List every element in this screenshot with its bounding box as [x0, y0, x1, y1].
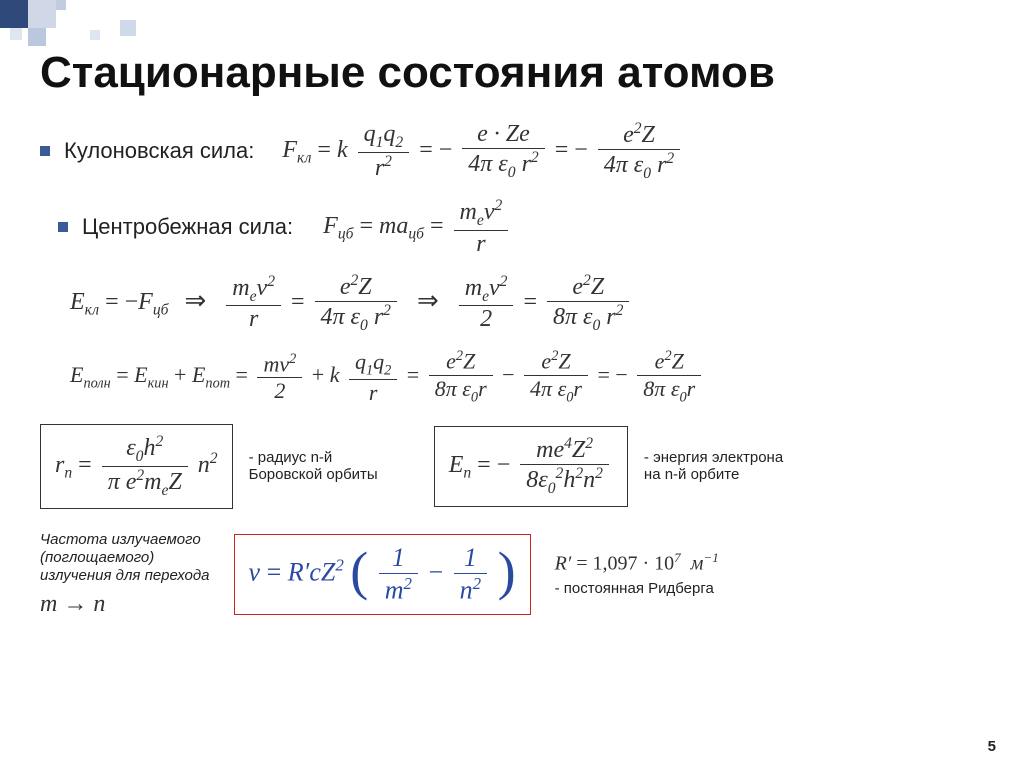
energy-note: - энергия электрона на n-й орбите	[644, 449, 783, 483]
bullet-icon	[40, 146, 50, 156]
bullet-icon	[58, 222, 68, 232]
energy-note-2: на n-й орбите	[644, 466, 739, 483]
energy-formula: En = − me4Z28ε02h2n2	[434, 426, 628, 507]
derivation-2: Eполн = Eкин + Eпот = mv22 + k q1q2r = e…	[70, 348, 984, 406]
frequency-note: Частота излучаемого (поглощаемого) излуч…	[40, 531, 210, 618]
derivation-1-formula: Eкл = −Fцб ⇒ mev2r = e2Z4π ε0 r2 ⇒ mev22…	[70, 272, 633, 335]
freq-note-3: излучения для перехода	[40, 567, 210, 584]
transition-formula: m → n	[40, 591, 105, 618]
rydberg-formula: v = R′cZ2 ( 1m2 − 1n2 )	[234, 534, 531, 615]
bottom-row: Частота излучаемого (поглощаемого) излуч…	[40, 531, 984, 618]
radius-note: - радиус n-й Боровской орбиты	[249, 449, 378, 483]
freq-note-1: Частота излучаемого	[40, 531, 201, 548]
centrifugal-label: Центробежная сила:	[82, 214, 293, 240]
page-number: 5	[988, 738, 996, 755]
rydberg-const: R′ = 1,097 · 107 м−1 - постоянная Ридбер…	[555, 550, 719, 598]
radius-formula: rn = ε0h2π e2meZ n2	[40, 424, 233, 509]
rydberg-note: - постоянная Ридберга	[555, 580, 714, 597]
freq-note-2: (поглощаемого)	[40, 549, 154, 566]
coulomb-row: Кулоновская сила: Fкл = k q1q2r2 = − e ·…	[40, 120, 984, 183]
slide-decoration	[0, 0, 180, 50]
derivation-2-formula: Eполн = Eкин + Eпот = mv22 + k q1q2r = e…	[70, 348, 705, 406]
results-row: rn = ε0h2π e2meZ n2 - радиус n-й Боровск…	[40, 424, 984, 509]
rydberg-value: R′ = 1,097 · 107 м−1	[555, 550, 719, 576]
radius-note-2: Боровской орбиты	[249, 466, 378, 483]
centrifugal-row: Центробежная сила: Fцб = maцб = mev2r	[58, 197, 984, 258]
centrifugal-formula: Fцб = maцб = mev2r	[323, 197, 512, 258]
energy-note-1: - энергия электрона	[644, 449, 783, 466]
radius-note-1: - радиус n-й	[249, 449, 333, 466]
slide-content: Кулоновская сила: Fкл = k q1q2r2 = − e ·…	[40, 120, 984, 632]
derivation-1: Eкл = −Fцб ⇒ mev2r = e2Z4π ε0 r2 ⇒ mev22…	[70, 272, 984, 335]
slide-title: Стационарные состояния атомов	[40, 48, 775, 98]
coulomb-formula: Fкл = k q1q2r2 = − e · Ze4π ε0 r2 = − e2…	[282, 120, 684, 183]
coulomb-label: Кулоновская сила:	[64, 138, 254, 164]
